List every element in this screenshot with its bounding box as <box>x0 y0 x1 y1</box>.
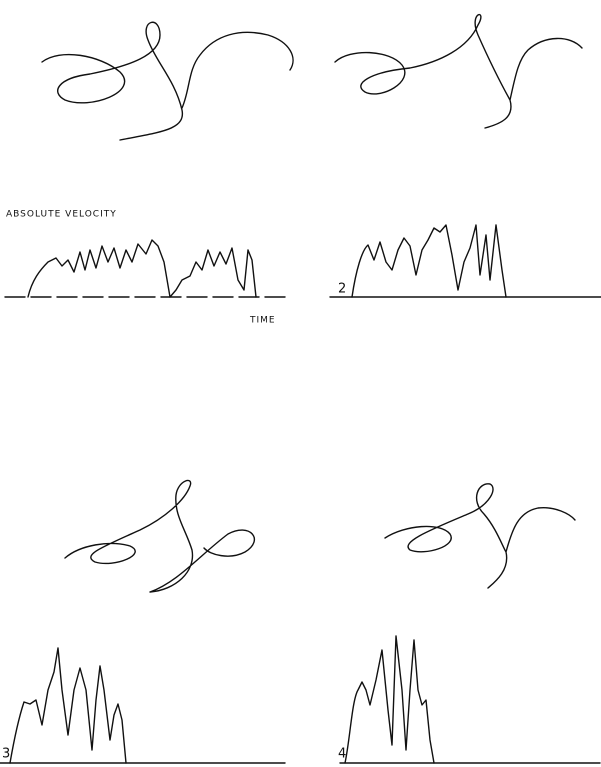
panel-label: 2 <box>338 282 346 297</box>
velocity-profile <box>351 224 507 298</box>
handwriting-trace <box>384 483 576 589</box>
axis-label: ABSOLUTE VELOCITY <box>6 210 117 220</box>
handwriting-trace <box>64 479 256 593</box>
velocity-profile <box>27 239 257 298</box>
panel-label: 3 <box>2 747 10 762</box>
handwriting-trace <box>334 13 583 129</box>
velocity-profile <box>9 647 127 764</box>
handwriting-trace <box>41 21 294 141</box>
panel-label: 4 <box>338 747 346 762</box>
velocity-profile <box>344 635 435 764</box>
axis-label: TIME <box>249 316 276 326</box>
